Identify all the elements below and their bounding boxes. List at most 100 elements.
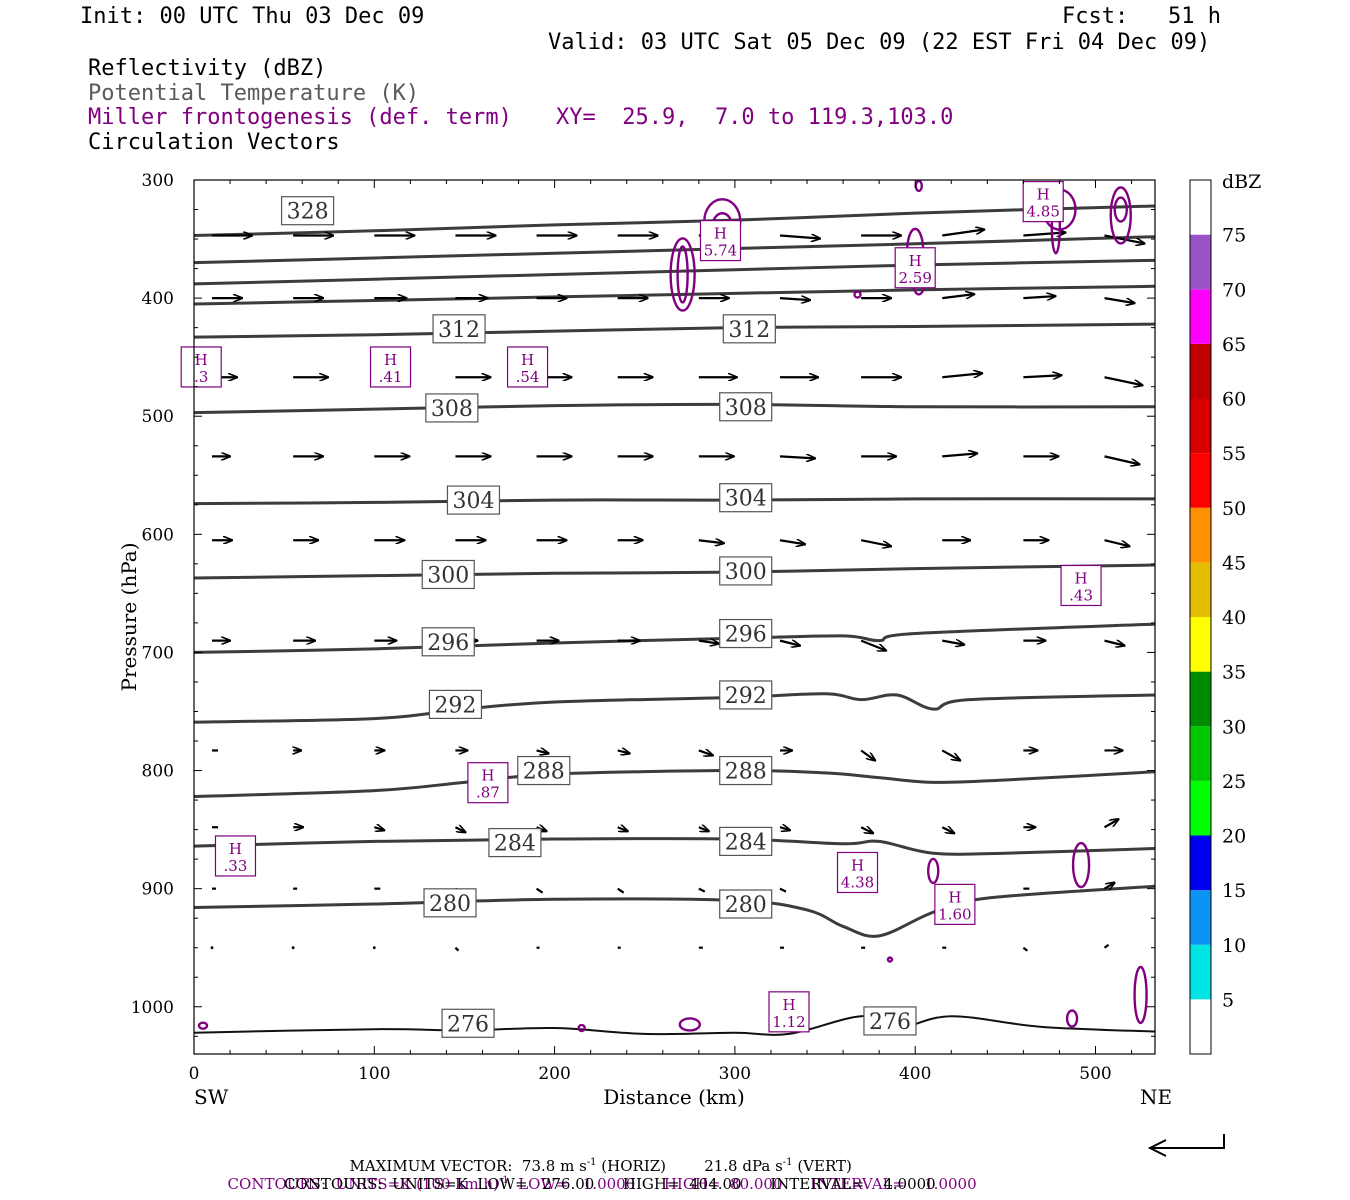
- reference-vector-arrow: [1147, 1134, 1225, 1157]
- circulation-vector: [536, 750, 549, 753]
- theta-label-box: [719, 618, 773, 649]
- theta-contour-288: [194, 769, 1155, 799]
- field-potential-temperature: Potential Temperature (K): [88, 81, 420, 106]
- theta-label-296: 296: [719, 618, 773, 649]
- theta-label-280: 280: [719, 889, 773, 919]
- circulation-vector: [942, 294, 974, 300]
- colorbar-segment: [1190, 999, 1211, 1054]
- frontogenesis-high-value: .33: [224, 857, 248, 875]
- frontogenesis-high: H.87: [467, 762, 509, 804]
- frontogenesis-high-value: 5.74: [704, 242, 737, 260]
- circulation-vector: [372, 946, 376, 950]
- circulation-vector: [454, 827, 465, 832]
- frontogenesis-contour: [914, 180, 924, 193]
- x-axis-right-end: NE: [1140, 1085, 1172, 1109]
- max-vector-vert: 21.8 dPa s: [704, 1157, 783, 1175]
- theta-contour-280: [194, 884, 1155, 938]
- circulation-vector: [1103, 943, 1110, 949]
- y-tick-label: 800: [142, 762, 174, 782]
- circulation-vector: [698, 641, 719, 644]
- frontogenesis-high-box: [369, 346, 412, 388]
- circulation-vector: [1023, 233, 1065, 236]
- circulation-vector: [698, 750, 713, 755]
- cross-section-endpoints: XY= 25.9, 7.0 to 119.3,103.0: [556, 105, 954, 130]
- forecast-hour: Fcst: 51 h: [1062, 4, 1221, 29]
- colorbar-label: 30: [1222, 716, 1246, 738]
- theta-label-308: 308: [425, 393, 479, 423]
- colorbar-label: 50: [1222, 498, 1246, 520]
- frontogenesis-high-letter: H: [521, 351, 534, 369]
- theta-label-box: [423, 888, 477, 918]
- circulation-vector: [373, 827, 384, 830]
- max-vector-horiz: MAXIMUM VECTOR: 73.8 m s: [349, 1157, 587, 1175]
- theta-label-box: [428, 689, 483, 720]
- theta-label-text: 304: [725, 487, 767, 512]
- frontogenesis-contour: [1109, 186, 1132, 245]
- theta-label-box: [719, 483, 773, 513]
- circulation-vector: [1103, 819, 1119, 829]
- frontogenesis-high-value: .43: [1069, 586, 1093, 604]
- theta-label-box: [517, 755, 571, 786]
- frontogenesis-contour: [927, 857, 940, 885]
- theta-label-text: 280: [429, 892, 471, 917]
- colorbar-label: 70: [1222, 279, 1246, 301]
- frontogenesis-high: H4.85: [1022, 181, 1064, 223]
- circulation-vector: [779, 456, 815, 458]
- colorbar-segment: [1190, 180, 1211, 235]
- circulation-vector: [942, 453, 977, 456]
- circulation-vector: [1104, 639, 1125, 646]
- theta-label-box: [719, 392, 773, 422]
- x-tick-label: 400: [899, 1064, 931, 1084]
- circulation-vector: [779, 639, 800, 646]
- theta-contour-308: [194, 402, 1155, 415]
- frontogenesis-high-value: .87: [476, 784, 500, 802]
- theta-label-text: 288: [725, 760, 767, 785]
- circulation-vector: [779, 236, 820, 239]
- circulation-vector: [1104, 539, 1130, 546]
- frontogenesis-contour: [197, 1021, 209, 1030]
- frontogenesis-high: H.33: [214, 835, 257, 877]
- frontogenesis-high-letter: H: [714, 225, 727, 243]
- theta-contour-312: [194, 322, 1155, 339]
- theta-label-box: [446, 485, 501, 515]
- colorbar-segment: [1190, 343, 1211, 399]
- circulation-vector: [617, 887, 625, 894]
- frontogenesis-high-letter: H: [229, 840, 242, 858]
- circulation-vector: [779, 540, 805, 544]
- colorbar-segment: [1190, 507, 1211, 563]
- valid-time: Valid: 03 UTC Sat 05 Dec 09 (22 EST Fri …: [548, 30, 1211, 55]
- y-tick-label: 700: [142, 643, 174, 663]
- y-tick-label: 600: [142, 525, 174, 545]
- colorbar-segment: [1190, 835, 1211, 891]
- x-tick-label: 0: [189, 1064, 200, 1084]
- theta-label-text: 312: [728, 318, 770, 343]
- theta-label-276: 276: [441, 1008, 495, 1038]
- circulation-vector: [535, 887, 544, 894]
- y-tick-label: 500: [142, 407, 174, 427]
- circulation-vector: [698, 887, 706, 893]
- frontogenesis-high-box: [506, 346, 549, 388]
- y-axis-title: Pressure (hPa): [117, 543, 141, 692]
- theta-label-text: 312: [438, 318, 480, 343]
- frontogenesis-high-value: .3: [194, 368, 208, 386]
- theta-label-288: 288: [517, 755, 571, 786]
- theta-label-text: 292: [434, 693, 476, 718]
- plot-frame: [193, 179, 1156, 1055]
- colorbar-label: 45: [1222, 552, 1246, 574]
- frontogenesis-high-letter: H: [782, 996, 795, 1014]
- circulation-vector: [210, 946, 214, 950]
- theta-contour-276: [194, 1015, 1155, 1036]
- circulation-vector: [698, 540, 724, 543]
- frontogenesis-high: H.3: [180, 346, 222, 388]
- theta-label-text: 292: [725, 684, 767, 709]
- frontogenesis-high-letter: H: [1037, 186, 1050, 204]
- theta-label-box: [432, 314, 486, 344]
- circulation-vector: [617, 750, 630, 753]
- theta-label-304: 304: [446, 485, 501, 515]
- theta-label-box: [722, 314, 776, 344]
- y-tick-label: 300: [142, 171, 174, 191]
- theta-contour-300: [194, 563, 1155, 580]
- frontogenesis-high-value: 1.60: [938, 905, 971, 923]
- theta-label-288: 288: [719, 755, 773, 786]
